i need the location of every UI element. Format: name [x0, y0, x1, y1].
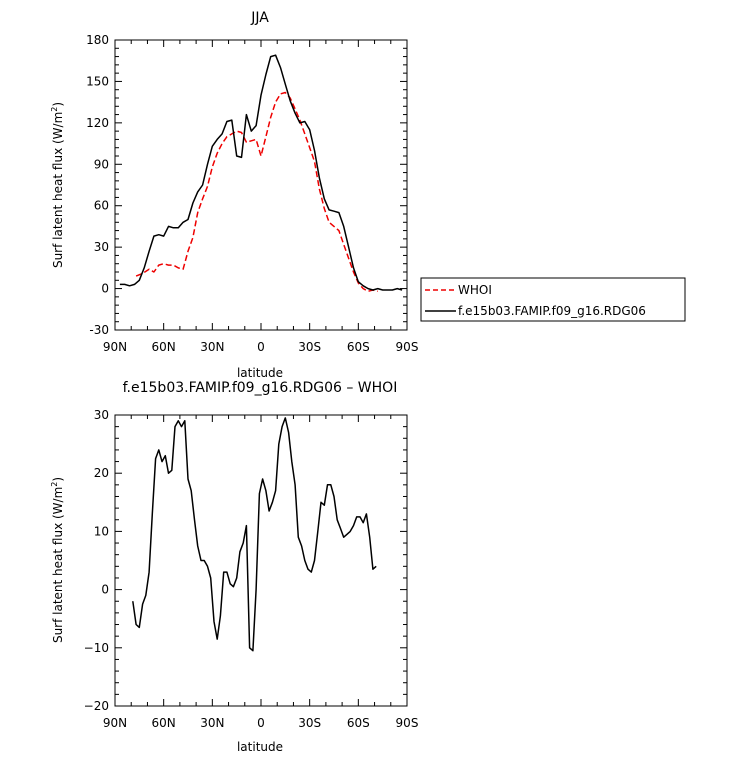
- x-tick-label: 30N: [200, 340, 224, 354]
- series-line-f-e15b03-famip-f09-g16-rdg06: [119, 54, 403, 291]
- chart-1-y-axis-label-close: ): [51, 102, 65, 107]
- chart-2: f.e15b03.FAMIP.f09_g16.RDG06 – WHOI 90N 6…: [50, 380, 418, 754]
- y-tick-label: −10: [84, 641, 109, 655]
- legend-label-model: f.e15b03.FAMIP.f09_g16.RDG06: [458, 304, 646, 318]
- x-tick-label: 30N: [200, 716, 224, 730]
- chart-1-y-axis-label: Surf latent heat flux (W/m2): [50, 102, 65, 268]
- y-tick-label: 30: [94, 408, 109, 422]
- chart-1: JJA 90N 60N 30N 0 30S 60S 90S 180 150 120 90 60 30 0…: [50, 10, 686, 380]
- chart-2-x-axis-label: latitude: [237, 740, 283, 754]
- chart-1-y-tick-labels: 180 150 120 90 60 30 0 -30: [86, 33, 109, 337]
- x-tick-label: 90N: [103, 716, 127, 730]
- x-tick-label: 0: [257, 716, 265, 730]
- legend-box: [420, 277, 686, 322]
- y-tick-label: 180: [86, 33, 109, 47]
- x-tick-label: 0: [257, 340, 265, 354]
- y-tick-label: 10: [94, 524, 109, 538]
- y-tick-label: 90: [94, 157, 109, 171]
- x-tick-label: 60S: [347, 716, 370, 730]
- chart-2-y-axis-label-main: Surf latent heat flux (W/m: [51, 487, 65, 643]
- series-line-whoi: [135, 91, 378, 293]
- chart-1-lines: [119, 54, 403, 293]
- chart-1-x-tick-labels: 90N 60N 30N 0 30S 60S 90S: [103, 340, 419, 354]
- x-tick-label: 30S: [298, 340, 321, 354]
- chart-2-y-axis-label: Surf latent heat flux (W/m2): [50, 477, 65, 643]
- y-tick-label: −20: [84, 699, 109, 713]
- chart-2-y-tick-labels: 30 20 10 0 −10 −20: [84, 408, 109, 713]
- x-tick-label: 60N: [152, 340, 176, 354]
- y-tick-label: 120: [86, 116, 109, 130]
- chart-2-x-tick-labels: 90N 60N 30N 0 30S 60S 90S: [103, 716, 419, 730]
- chart-2-ticks: [114, 414, 408, 707]
- y-tick-label: 150: [86, 74, 109, 88]
- x-tick-label: 60N: [152, 716, 176, 730]
- series-line-diff-0: [132, 417, 377, 652]
- x-tick-label: 30S: [298, 716, 321, 730]
- chart-2-y-axis-label-close: ): [51, 477, 65, 482]
- y-tick-label: 20: [94, 466, 109, 480]
- chart-2-y-axis-label-sup: 2: [50, 482, 59, 487]
- y-tick-label: 30: [94, 240, 109, 254]
- chart-1-legend: WHOI f.e15b03.FAMIP.f09_g16.RDG06: [420, 277, 686, 322]
- chart-1-y-axis-label-main: Surf latent heat flux (W/m: [51, 112, 65, 268]
- chart-2-title: f.e15b03.FAMIP.f09_g16.RDG06 – WHOI: [123, 380, 398, 396]
- x-tick-label: 90N: [103, 340, 127, 354]
- chart-1-y-axis-label-sup: 2: [50, 107, 59, 112]
- y-tick-label: 0: [101, 583, 109, 597]
- chart-1-x-axis-label: latitude: [237, 366, 283, 380]
- x-tick-label: 90S: [396, 340, 419, 354]
- chart-2-plot-frame: [114, 414, 408, 707]
- y-tick-label: -30: [89, 323, 109, 337]
- y-tick-label: 60: [94, 199, 109, 213]
- x-tick-label: 60S: [347, 340, 370, 354]
- chart-2-lines: [132, 417, 377, 652]
- x-tick-label: 90S: [396, 716, 419, 730]
- chart-1-title: JJA: [250, 10, 269, 26]
- chart-1-plot-frame: [114, 39, 408, 331]
- legend-label-whoi: WHOI: [458, 283, 492, 297]
- y-tick-label: 0: [101, 282, 109, 296]
